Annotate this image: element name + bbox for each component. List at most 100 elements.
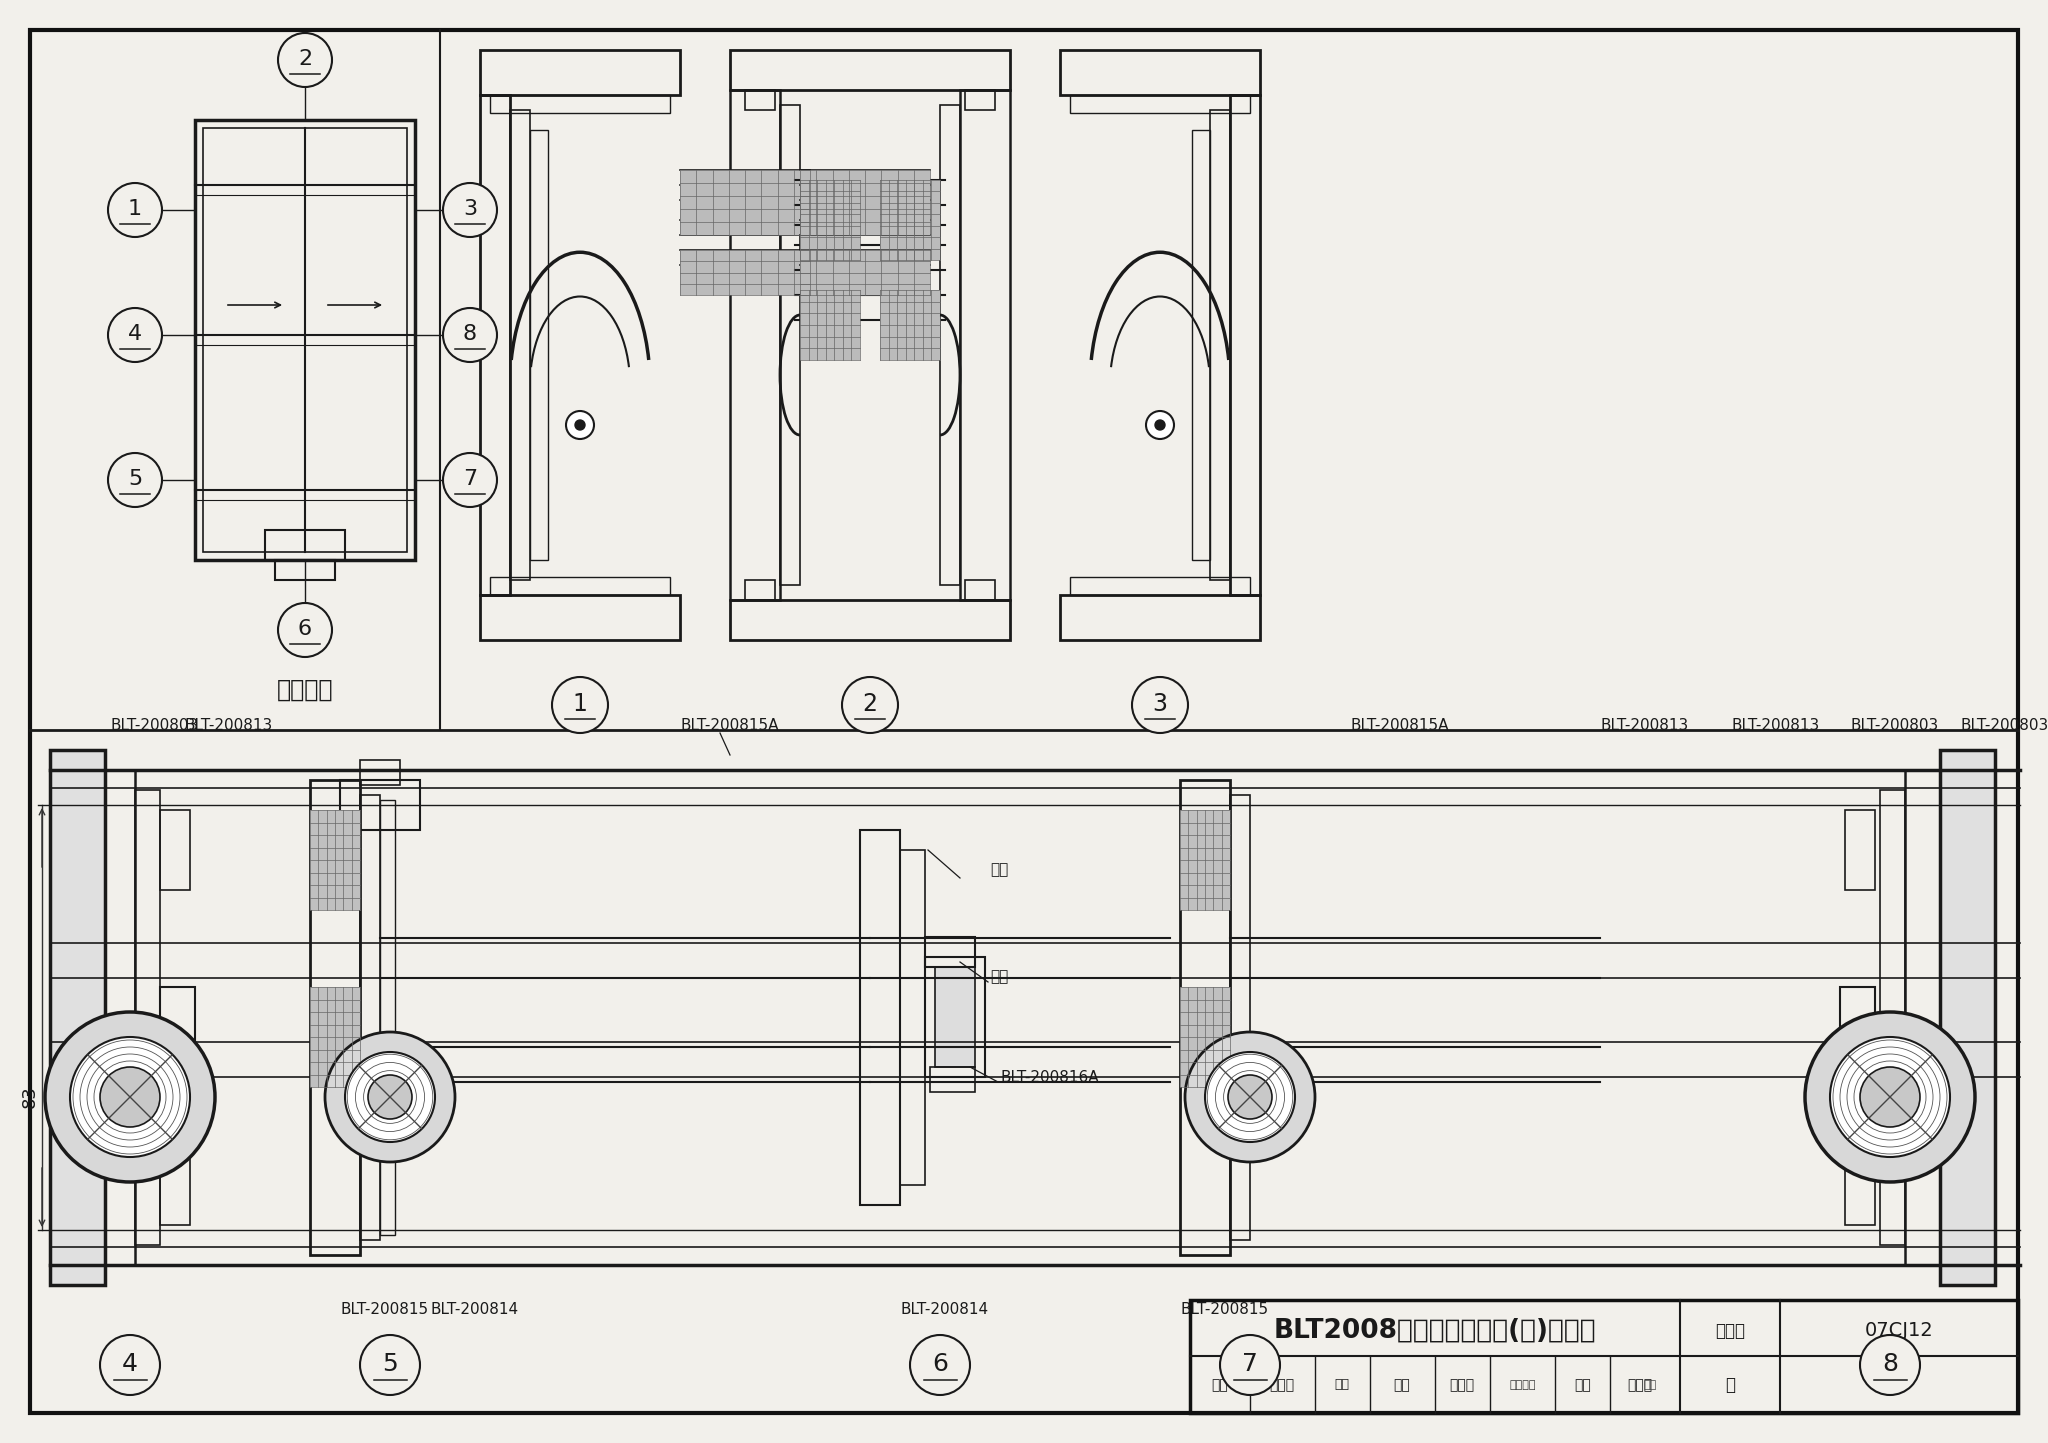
Bar — [961, 89, 1010, 600]
Text: BLT-200816A: BLT-200816A — [999, 1069, 1098, 1085]
Bar — [49, 750, 104, 1286]
Circle shape — [1204, 1052, 1294, 1141]
Circle shape — [279, 603, 332, 657]
Text: 8: 8 — [1882, 1352, 1898, 1377]
Circle shape — [344, 1052, 434, 1141]
Bar — [801, 290, 860, 359]
Text: BLT-200815: BLT-200815 — [1180, 1303, 1268, 1317]
Bar — [1845, 1144, 1876, 1225]
Circle shape — [45, 1012, 215, 1182]
Bar — [881, 180, 940, 260]
Text: 1: 1 — [573, 693, 588, 716]
Text: 窗立面图: 窗立面图 — [276, 678, 334, 701]
Circle shape — [326, 1032, 455, 1162]
Bar — [899, 850, 926, 1185]
Text: 07CJ12: 07CJ12 — [1864, 1320, 1933, 1341]
Text: 5: 5 — [383, 1352, 397, 1377]
Text: 15: 15 — [1886, 1375, 1911, 1394]
Bar — [1180, 810, 1231, 911]
Text: 杨兴义: 杨兴义 — [1450, 1378, 1475, 1391]
Text: 4: 4 — [127, 325, 141, 343]
Text: BLT-200815A: BLT-200815A — [1350, 717, 1448, 733]
Bar — [729, 51, 1010, 89]
Bar — [780, 105, 801, 584]
Bar — [309, 810, 360, 911]
Bar — [729, 89, 780, 600]
Bar — [965, 580, 995, 600]
Text: 杨兴义签: 杨兴义签 — [1509, 1380, 1536, 1390]
Bar — [1231, 95, 1260, 595]
Bar — [801, 180, 860, 260]
Text: BLT-200813: BLT-200813 — [1733, 717, 1821, 733]
Text: 余金璋: 余金璋 — [1628, 1378, 1653, 1391]
Circle shape — [100, 1335, 160, 1395]
Circle shape — [1860, 1335, 1921, 1395]
Text: 6: 6 — [932, 1352, 948, 1377]
Bar — [360, 760, 399, 785]
Text: BLT-200803: BLT-200803 — [111, 717, 199, 733]
Bar — [1845, 810, 1876, 890]
Text: 曲坪: 曲坪 — [1335, 1378, 1350, 1391]
Circle shape — [1804, 1012, 1974, 1182]
Text: 3: 3 — [463, 199, 477, 219]
Bar — [1839, 987, 1876, 1048]
Bar — [203, 128, 408, 553]
Bar — [381, 799, 395, 1235]
Text: 窗锁: 窗锁 — [989, 863, 1008, 877]
Bar — [965, 89, 995, 110]
Text: BLT-200813: BLT-200813 — [184, 717, 272, 733]
Text: BLT-200814: BLT-200814 — [899, 1303, 987, 1317]
Bar — [801, 250, 930, 294]
Circle shape — [575, 420, 586, 430]
Bar — [1061, 595, 1260, 641]
Bar — [489, 95, 670, 113]
Text: 2: 2 — [297, 49, 311, 69]
Bar — [745, 580, 774, 600]
Text: 4: 4 — [123, 1352, 137, 1377]
Bar — [360, 795, 381, 1240]
Text: 设计: 设计 — [1575, 1378, 1591, 1391]
Bar — [1069, 95, 1249, 113]
Text: 审核: 审核 — [1212, 1378, 1229, 1391]
Text: 1: 1 — [127, 199, 141, 219]
Text: BLT2008系列无框推拉窗(门)节点图: BLT2008系列无框推拉窗(门)节点图 — [1274, 1317, 1595, 1343]
Bar — [881, 290, 940, 359]
Bar — [1905, 771, 1939, 1266]
Bar — [489, 577, 670, 595]
Bar — [530, 130, 549, 560]
Bar — [680, 170, 811, 235]
Circle shape — [279, 33, 332, 87]
Bar — [1180, 987, 1231, 1087]
Bar — [1880, 789, 1905, 1245]
Bar — [195, 120, 416, 560]
Bar — [860, 830, 899, 1205]
Circle shape — [442, 307, 498, 362]
Circle shape — [1147, 411, 1174, 439]
Bar — [510, 110, 530, 580]
Circle shape — [842, 677, 897, 733]
Text: 6: 6 — [297, 619, 311, 639]
Text: BLT-200813: BLT-200813 — [1599, 717, 1688, 733]
Text: 7: 7 — [463, 469, 477, 489]
Bar — [745, 89, 774, 110]
Bar — [729, 600, 1010, 641]
Circle shape — [109, 183, 162, 237]
Bar — [940, 105, 961, 584]
Text: 锁勾: 锁勾 — [989, 970, 1008, 984]
Circle shape — [109, 307, 162, 362]
Bar — [801, 170, 930, 235]
Bar — [1231, 795, 1249, 1240]
Circle shape — [1221, 1335, 1280, 1395]
Circle shape — [442, 183, 498, 237]
Bar — [926, 957, 985, 1076]
Circle shape — [1186, 1032, 1315, 1162]
Bar — [926, 937, 975, 967]
Bar — [135, 789, 160, 1245]
Bar — [104, 771, 135, 1266]
Bar — [930, 1066, 975, 1092]
Bar — [1210, 110, 1231, 580]
Bar — [479, 95, 510, 595]
Circle shape — [369, 1075, 412, 1118]
Bar — [340, 781, 420, 830]
Bar — [479, 51, 680, 95]
